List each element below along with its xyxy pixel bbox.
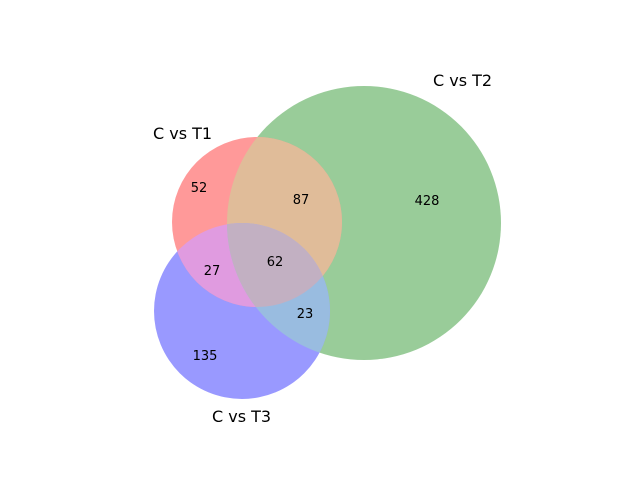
set-label-t1: C vs T1 <box>153 124 212 143</box>
count-t3-only: 135 <box>193 349 218 364</box>
count-t2-t3: 23 <box>297 307 314 322</box>
count-t1-t3: 27 <box>204 264 221 279</box>
count-t1-only: 52 <box>191 181 208 196</box>
overlap-t1-t2-t3 <box>227 223 330 307</box>
set-label-t3: C vs T3 <box>212 407 271 426</box>
count-t1-t2: 87 <box>293 193 310 208</box>
set-label-t2: C vs T2 <box>433 71 492 90</box>
count-t2-only: 428 <box>415 194 440 209</box>
count-t1-t2-t3: 62 <box>267 255 284 270</box>
